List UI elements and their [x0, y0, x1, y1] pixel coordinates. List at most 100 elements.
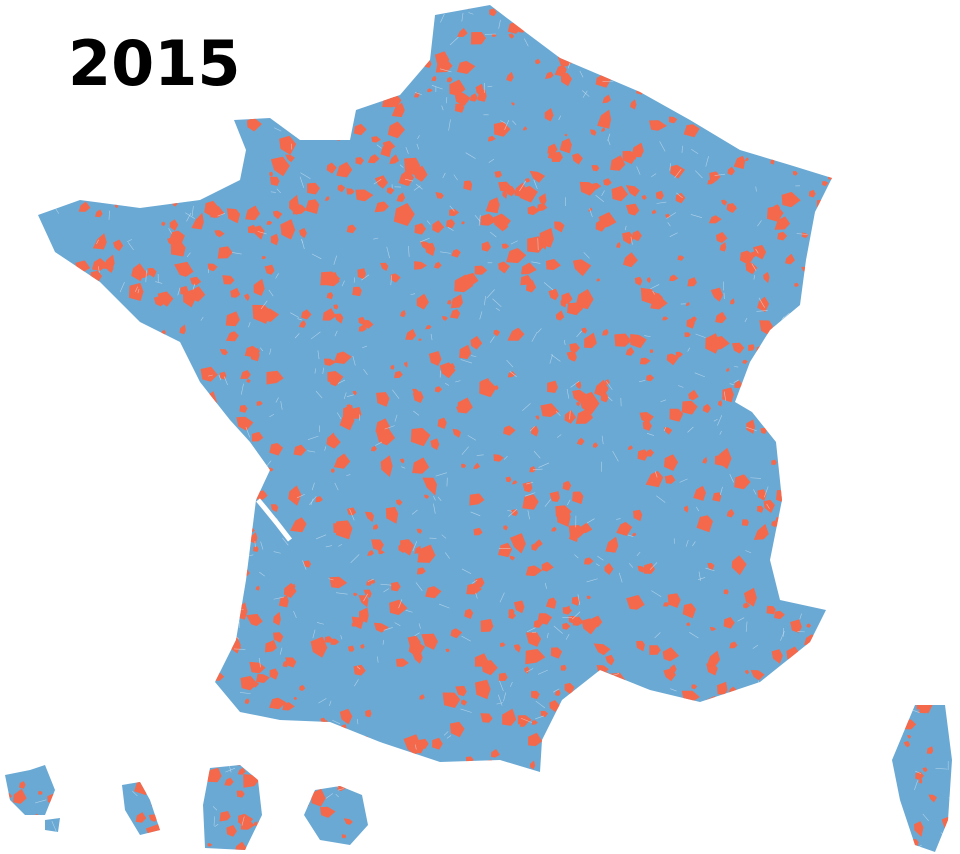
- commune-border: [333, 255, 337, 265]
- red-commune: [30, 254, 36, 262]
- red-commune: [258, 36, 266, 44]
- red-commune: [671, 701, 686, 717]
- red-commune: [752, 371, 764, 382]
- red-commune: [524, 824, 529, 831]
- commune-border: [836, 773, 842, 782]
- red-commune: [686, 622, 691, 627]
- red-commune: [22, 237, 34, 254]
- red-commune: [808, 356, 815, 363]
- red-commune: [906, 413, 914, 422]
- red-commune: [69, 383, 83, 393]
- red-commune: [38, 671, 43, 678]
- red-commune: [603, 178, 612, 186]
- red-commune: [494, 170, 502, 178]
- commune-border: [23, 206, 26, 213]
- red-commune: [494, 213, 511, 232]
- commune-border: [23, 626, 26, 633]
- red-commune: [583, 557, 594, 565]
- commune-border: [535, 700, 546, 709]
- red-commune: [594, 379, 609, 397]
- red-commune: [332, 122, 345, 132]
- red-commune: [395, 499, 403, 506]
- red-commune: [493, 454, 504, 462]
- red-commune: [953, 254, 960, 263]
- red-commune: [470, 32, 486, 45]
- commune-border: [190, 527, 194, 534]
- commune-border: [350, 78, 355, 81]
- red-commune: [161, 221, 166, 227]
- red-commune: [928, 218, 941, 230]
- commune-border: [225, 767, 236, 773]
- red-commune: [880, 676, 894, 694]
- commune-border: [449, 36, 459, 46]
- red-commune: [450, 762, 470, 780]
- red-commune: [464, 608, 474, 619]
- red-commune: [678, 60, 692, 79]
- commune-border: [430, 333, 433, 341]
- commune-border: [671, 739, 676, 746]
- red-commune: [547, 795, 560, 805]
- red-commune: [55, 514, 67, 526]
- commune-border: [260, 347, 264, 352]
- red-commune: [13, 648, 26, 662]
- commune-border: [591, 45, 596, 48]
- red-commune: [810, 479, 824, 495]
- commune-border: [482, 814, 488, 824]
- commune-border: [884, 801, 890, 805]
- commune-border: [843, 108, 848, 113]
- red-commune: [317, 754, 327, 769]
- commune-border: [240, 383, 244, 395]
- red-commune: [849, 645, 857, 656]
- commune-border: [345, 755, 355, 758]
- red-commune: [190, 276, 202, 286]
- red-commune: [13, 96, 31, 117]
- red-commune: [240, 370, 251, 379]
- red-commune: [874, 751, 882, 758]
- red-commune: [149, 402, 162, 418]
- commune-border: [100, 168, 106, 178]
- red-commune: [320, 806, 336, 818]
- commune-border: [270, 191, 276, 193]
- commune-border: [21, 420, 23, 429]
- commune-border: [948, 795, 952, 799]
- red-commune: [895, 495, 908, 506]
- commune-border: [448, 119, 451, 131]
- commune-border: [208, 374, 213, 377]
- commune-border: [232, 464, 244, 471]
- red-commune: [337, 184, 346, 193]
- red-commune: [434, 51, 450, 67]
- red-commune: [929, 523, 937, 531]
- red-commune: [491, 749, 500, 758]
- commune-border: [857, 236, 862, 243]
- commune-border: [630, 236, 633, 245]
- red-commune: [636, 85, 644, 95]
- commune-border: [486, 289, 495, 299]
- commune-border: [940, 832, 949, 840]
- red-commune: [245, 205, 260, 221]
- red-commune: [760, 427, 767, 434]
- commune-border: [796, 402, 803, 406]
- red-commune: [888, 5, 905, 11]
- commune-border: [755, 186, 757, 192]
- commune-border: [735, 794, 742, 798]
- commune-border: [567, 499, 571, 506]
- commune-border: [124, 599, 131, 604]
- red-commune: [663, 427, 673, 435]
- red-commune: [869, 829, 879, 838]
- red-commune: [910, 279, 926, 298]
- red-commune: [344, 93, 360, 110]
- red-commune: [586, 595, 591, 600]
- commune-border: [532, 468, 543, 471]
- commune-border: [507, 510, 513, 512]
- red-commune: [93, 5, 99, 7]
- commune-border: [463, 768, 470, 770]
- red-commune: [151, 793, 165, 812]
- commune-border: [529, 426, 535, 432]
- red-commune: [549, 491, 560, 502]
- red-commune: [152, 476, 157, 481]
- red-commune: [707, 179, 716, 185]
- commune-border: [940, 467, 948, 475]
- red-commune: [394, 760, 400, 770]
- red-commune: [702, 403, 711, 414]
- red-commune: [355, 157, 364, 165]
